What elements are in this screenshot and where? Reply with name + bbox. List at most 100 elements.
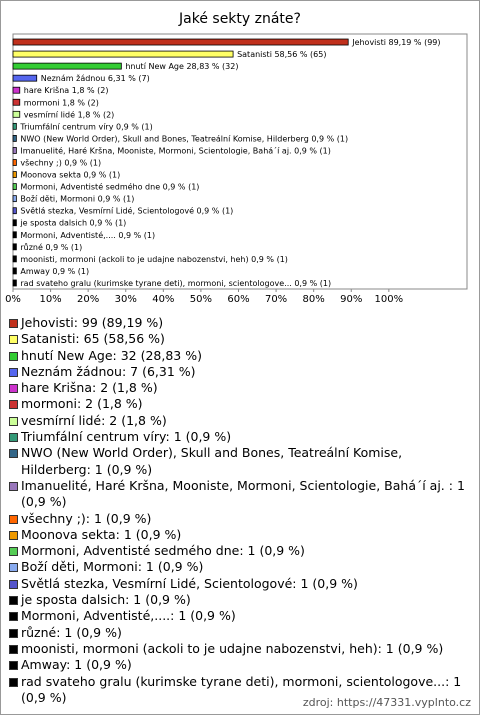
- bar-label: Jehovisti 89,19 % (99): [351, 38, 440, 47]
- legend-item: hare Krišna: 2 (1,8 %): [9, 380, 471, 396]
- legend-label: NWO (New World Order), Skull and Bones, …: [21, 445, 403, 477]
- bar: [12, 110, 21, 118]
- x-tick-label: 0%: [5, 294, 21, 305]
- bar-label: Triumfální centrum víry 0,9 % (1): [19, 122, 152, 131]
- x-tick-label: 50%: [190, 294, 212, 305]
- legend-swatch: [9, 416, 18, 426]
- legend-swatch: [9, 449, 18, 459]
- bar-label: NWO (New World Order), Skull and Bones, …: [20, 134, 348, 143]
- bar: [12, 50, 234, 58]
- legend-item: moonisti, mormoni (ackoli to je udajne n…: [9, 641, 471, 657]
- bar: [12, 86, 21, 94]
- legend-label: Jehovisti: 99 (89,19 %): [21, 315, 164, 330]
- legend-swatch: [9, 514, 18, 524]
- legend-swatch: [9, 319, 18, 328]
- x-tick-label: 60%: [227, 294, 249, 305]
- bar: [12, 62, 122, 70]
- bar-label: hare Krišna 1,8 % (2): [24, 85, 109, 95]
- legend-item: Satanisti: 65 (58,56 %): [9, 331, 471, 347]
- x-tick-label: 40%: [152, 294, 174, 305]
- bar: [12, 195, 17, 203]
- legend-swatch: [9, 628, 18, 638]
- legend-label: všechny ;): 1 (0,9 %): [21, 510, 152, 526]
- bar-label: Boží děti, Mormoni 0,9 % (1): [20, 195, 134, 204]
- bar-label: všechny ;) 0,9 % (1): [20, 158, 101, 168]
- legend-swatch: [9, 433, 18, 443]
- x-tick-label: 20%: [77, 294, 99, 305]
- bar: [12, 219, 17, 227]
- bar-label: moonisti, mormoni (ackoli to je udajne n…: [20, 255, 288, 264]
- legend-swatch: [9, 563, 18, 573]
- legend-swatch: [9, 596, 18, 606]
- legend-swatch: [9, 481, 18, 491]
- legend-swatch: [9, 530, 18, 540]
- bar: [12, 98, 21, 106]
- legend-swatch: [9, 351, 18, 361]
- bar: [12, 38, 349, 46]
- legend-item: Amway: 1 (0,9 %): [9, 657, 471, 673]
- legend-label: rad svateho gralu (kurimske tyrane deti)…: [21, 673, 462, 705]
- legend-item: rad svateho gralu (kurimske tyrane deti)…: [9, 674, 471, 707]
- legend-label: Triumfální centrum víry: 1 (0,9 %): [21, 429, 232, 445]
- legend-item: Moonova sekta: 1 (0,9 %): [9, 527, 471, 543]
- bar: [12, 267, 17, 275]
- bar: [12, 74, 38, 82]
- legend-item: Triumfální centrum víry: 1 (0,9 %): [9, 429, 471, 445]
- legend-label: Boží děti, Mormoni: 1 (0,9 %): [21, 559, 204, 575]
- legend-label: Imanuelité, Haré Kršna, Mooniste, Mormon…: [21, 477, 465, 510]
- legend-label: Světlá stezka, Vesmírní Lidé, Scientolog…: [21, 575, 358, 591]
- legend-label: hnutí New Age: 32 (28,83 %): [21, 347, 202, 363]
- legend-swatch: [9, 547, 18, 557]
- x-tick-label: 100%: [375, 294, 404, 305]
- x-tick-label: 30%: [115, 294, 137, 305]
- legend-item: NWO (New World Order), Skull and Bones, …: [9, 445, 471, 478]
- legend-swatch: [9, 335, 18, 345]
- legend-item: Jehovisti: 99 (89,19 %): [9, 315, 471, 331]
- legend-label: Moonova sekta: 1 (0,9 %): [21, 526, 182, 542]
- bar-label: vesmírní lidé 1,8 % (2): [24, 109, 115, 119]
- legend-label: Mormoni, Adventisté,....: 1 (0,9 %): [21, 608, 236, 624]
- chart: Jaké sekty znáte? 0% 10% 20% 30% 40% 50% 60% 70…: [5, 11, 468, 305]
- legend-item: všechny ;): 1 (0,9 %): [9, 511, 471, 527]
- legend-label: Mormoni, Adventisté sedmého dne: 1 (0,9 …: [21, 543, 305, 559]
- legend-swatch: [9, 400, 18, 410]
- legend-label: vesmírní lidé: 2 (1,8 %): [21, 412, 167, 428]
- legend-swatch: [9, 661, 18, 671]
- bar: [12, 231, 17, 239]
- legend-item: je sposta dalsich: 1 (0,9 %): [9, 592, 471, 608]
- legend-swatch: [9, 677, 18, 687]
- bar: [12, 255, 17, 263]
- bar-label: Světlá stezka, Vesmírní Lidé, Scientolog…: [20, 206, 233, 216]
- bar-label: hnutí New Age 28,83 % (32): [125, 62, 238, 71]
- bar: [12, 279, 17, 287]
- bar-label: Mormoni, Adventisté sedmého dne 0,9 % (1…: [20, 182, 199, 192]
- x-tick-label: 10%: [39, 294, 61, 305]
- legend-item: Neznám žádnou: 7 (6,31 %): [9, 364, 471, 380]
- legend-item: Mormoni, Adventisté,....: 1 (0,9 %): [9, 608, 471, 624]
- legend-label: Amway: 1 (0,9 %): [21, 657, 132, 673]
- legend-label: různé: 1 (0,9 %): [21, 624, 122, 640]
- legend-item: hnutí New Age: 32 (28,83 %): [9, 348, 471, 364]
- bar-label: Imanuelité, Haré Kršna, Mooniste, Mormon…: [20, 145, 331, 155]
- legend-label: Neznám žádnou: 7 (6,31 %): [21, 363, 196, 379]
- bar: [12, 243, 17, 251]
- x-tick-label: 80%: [303, 294, 325, 305]
- bar: [12, 183, 17, 190]
- bar-label: Mormoni, Adventisté,.... 0,9 % (1): [20, 230, 155, 240]
- bar: [12, 159, 17, 166]
- bar: [12, 122, 17, 130]
- bar-label: Moonova sekta 0,9 % (1): [20, 171, 120, 180]
- bar: [12, 135, 17, 142]
- legend-swatch: [9, 367, 18, 377]
- bar-label: Satanisti 58,56 % (65): [237, 50, 326, 59]
- legend-item: Světlá stezka, Vesmírní Lidé, Scientolog…: [9, 576, 471, 592]
- legend-swatch: [9, 612, 18, 622]
- legend: Jehovisti: 99 (89,19 %) Satanisti: 65 (58…: [9, 315, 471, 706]
- legend-item: vesmírní lidé: 2 (1,8 %): [9, 413, 471, 429]
- bar: [12, 171, 17, 178]
- x-tick-label: 90%: [340, 294, 362, 305]
- bar: [12, 207, 17, 215]
- legend-item: Mormoni, Adventisté sedmého dne: 1 (0,9 …: [9, 543, 471, 559]
- source: zdroj: https://47331.vyplnto.cz: [302, 696, 471, 709]
